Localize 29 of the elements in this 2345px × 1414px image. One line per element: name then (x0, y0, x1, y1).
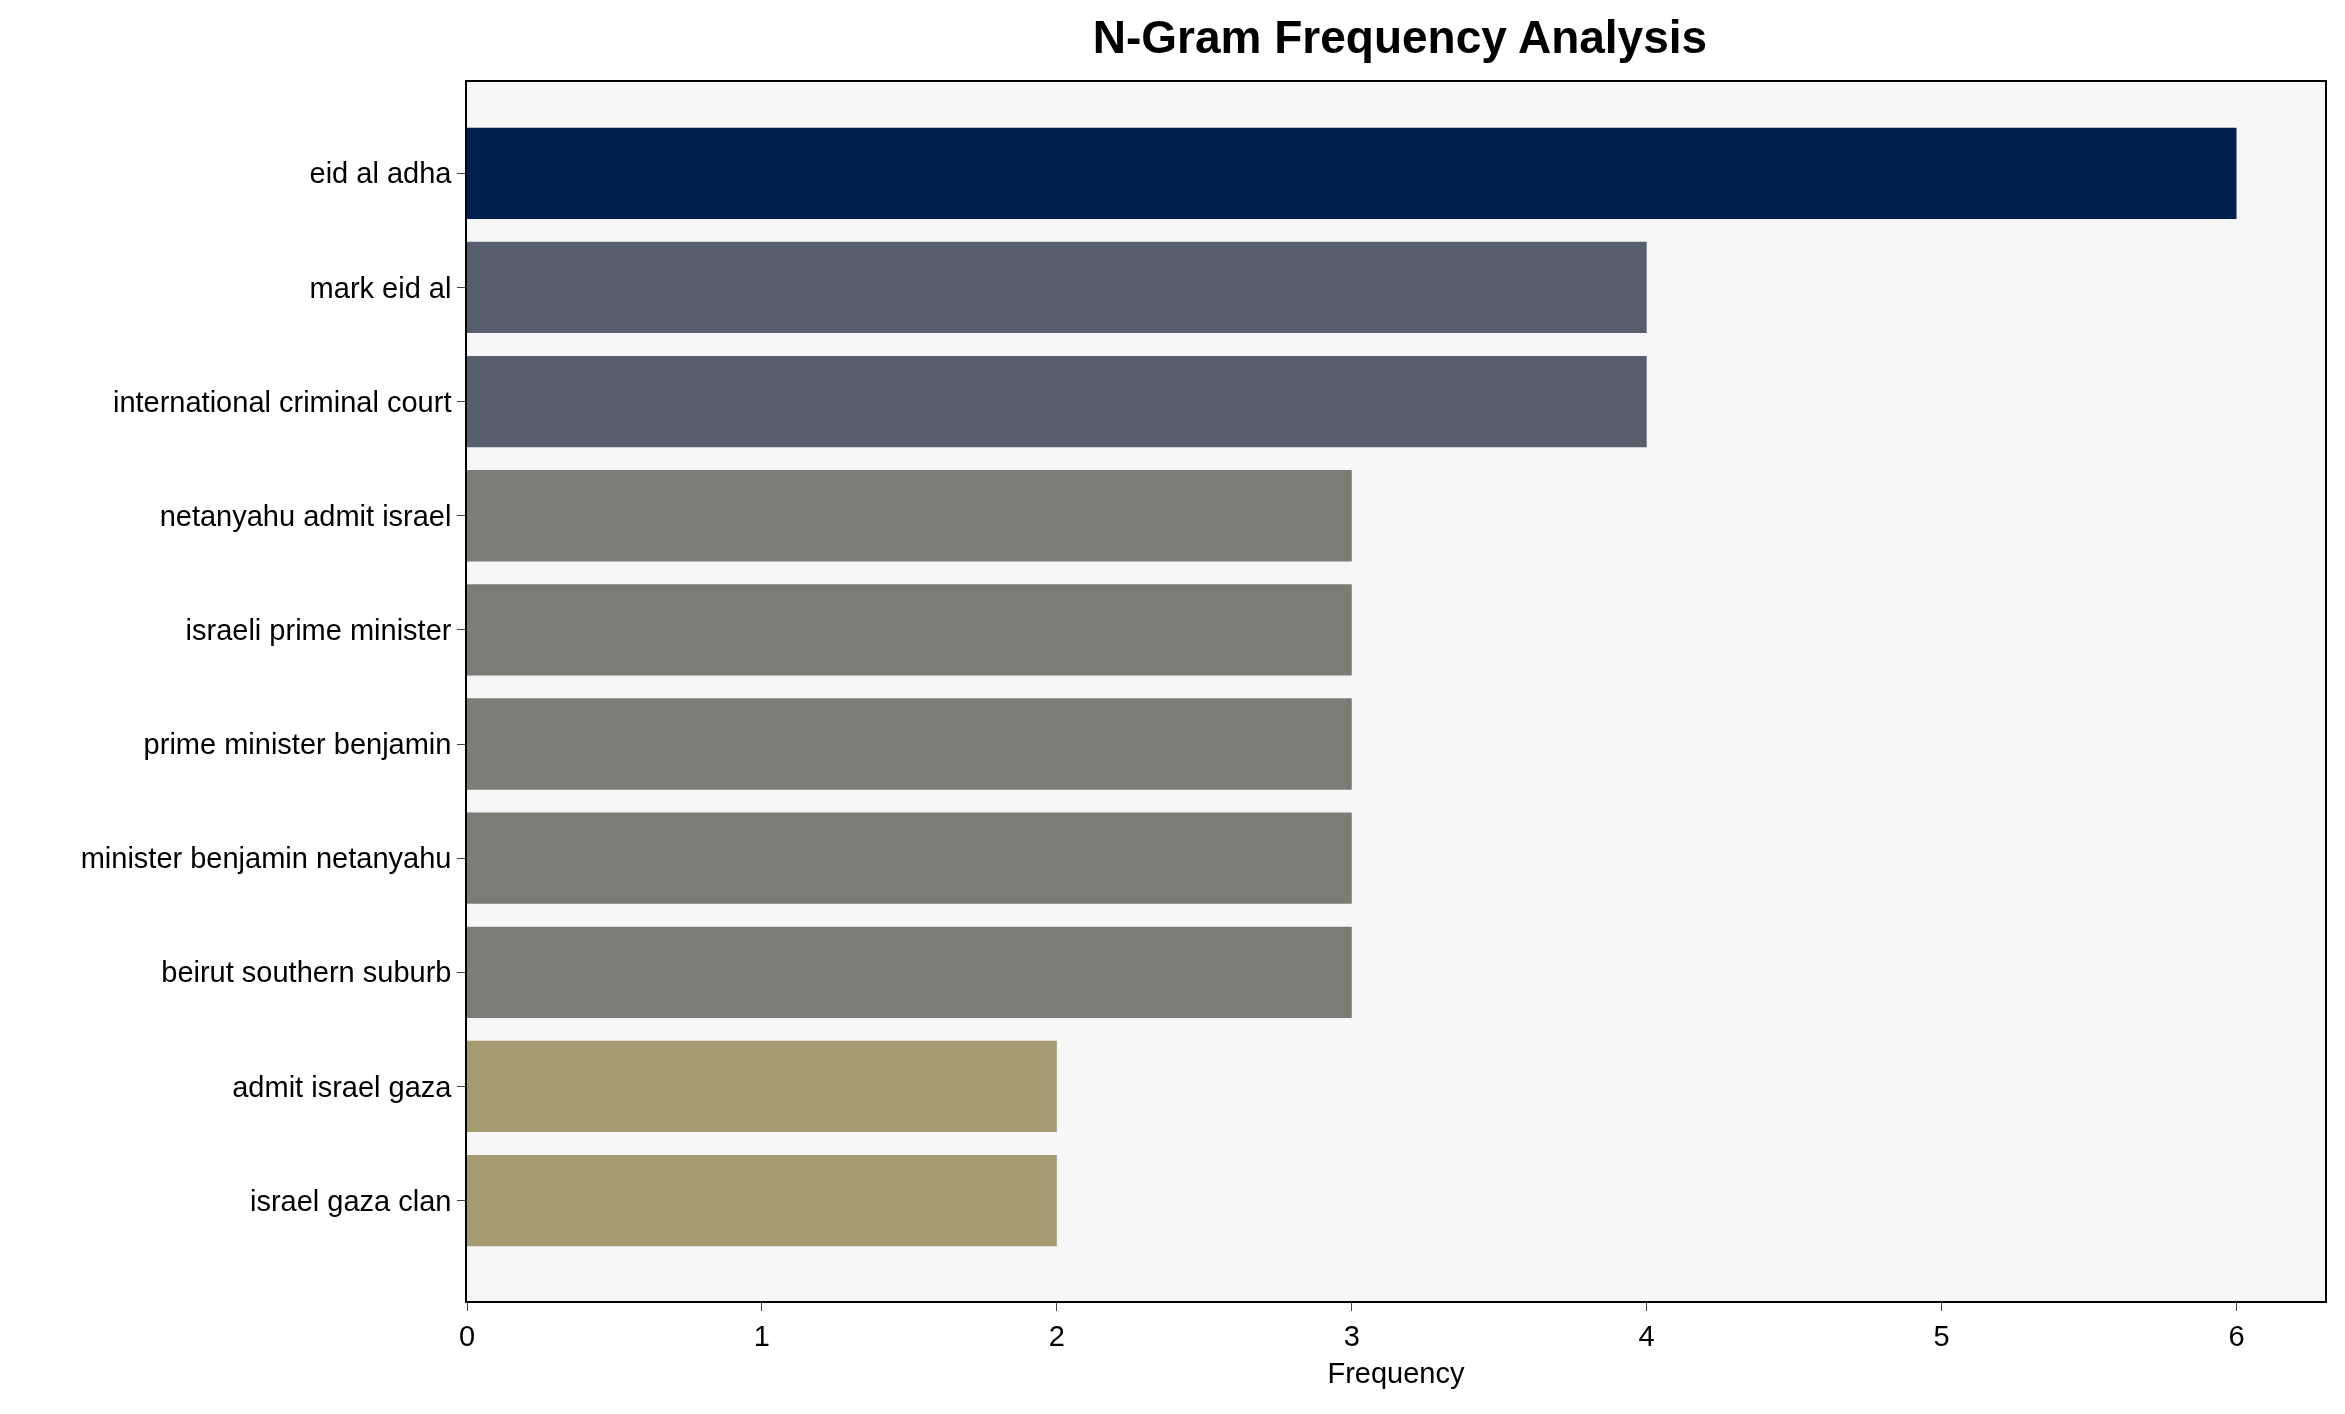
y-tick-label: minister benjamin netanyahu (80, 842, 452, 875)
y-tick-label: netanyahu admit israel (159, 499, 452, 532)
y-tick-label: eid al adha (309, 157, 453, 190)
bar (467, 1154, 1057, 1247)
x-tick-label: 3 (1343, 1319, 1360, 1352)
x-tick-label: 5 (1933, 1319, 1950, 1352)
chart-title: N-Gram Frequency Analysis (1092, 11, 1708, 64)
bar (467, 698, 1352, 790)
y-tick-label: prime minister benjamin (143, 728, 452, 761)
bar (467, 926, 1352, 1018)
bar (467, 241, 1647, 334)
bar (467, 812, 1352, 904)
bar (467, 355, 1647, 448)
x-axis-title: Frequency (1327, 1356, 1466, 1389)
bar (467, 1040, 1057, 1133)
y-tick-label: israel gaza clan (249, 1184, 452, 1217)
y-tick-label: mark eid al (309, 271, 452, 304)
y-tick-label: beirut southern suburb (161, 956, 452, 989)
x-tick-label: 4 (1638, 1319, 1655, 1352)
x-tick-label: 0 (458, 1319, 476, 1352)
y-tick-label: admit israel gaza (232, 1070, 453, 1103)
x-tick-label: 1 (753, 1319, 770, 1352)
bar (467, 470, 1352, 562)
y-tick-label: international criminal court (112, 385, 452, 418)
y-tick-label: israeli prime minister (185, 614, 452, 647)
bar (467, 127, 2237, 219)
bar (467, 584, 1352, 676)
x-tick-label: 6 (2228, 1319, 2245, 1352)
x-tick-label: 2 (1048, 1319, 1065, 1352)
